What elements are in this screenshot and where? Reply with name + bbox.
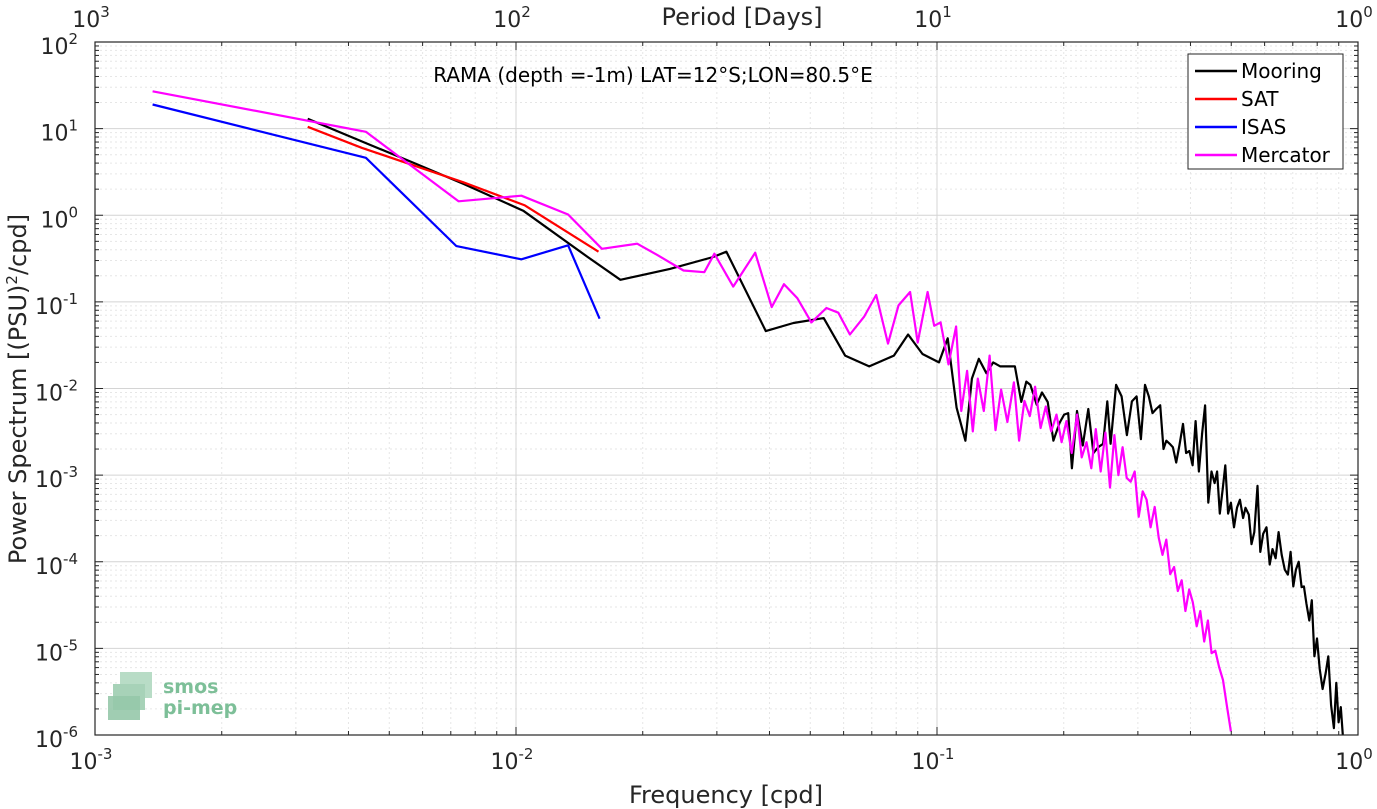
y-tick-label-base: 10 <box>35 295 63 320</box>
x-tick-label-base: 10 <box>491 750 519 775</box>
x-tick-label: 10-1 <box>912 745 955 775</box>
legend-label-mercator: Mercator <box>1241 143 1331 167</box>
series-line-sat <box>307 125 600 253</box>
top-tick-label: 100 <box>1335 3 1373 33</box>
y-tick-label-base: 10 <box>35 555 63 580</box>
y-tick-label-exponent: -5 <box>63 636 78 654</box>
smos-pi-mep-logo: smos pi-mep <box>108 672 237 720</box>
y-axis-label-prefix: Power Spectrum [(PSU) <box>4 285 32 564</box>
series-line-isas <box>152 103 601 320</box>
x-tick-label-base: 10 <box>912 750 940 775</box>
top-tick-label-base: 10 <box>1335 8 1363 33</box>
y-tick-label: 10-3 <box>35 463 78 493</box>
chart-title: RAMA (depth =-1m) LAT=12°S;LON=80.5°E <box>433 63 872 87</box>
y-tick-label-exponent: 2 <box>68 30 78 48</box>
x-tick-label-exponent: 0 <box>1363 745 1373 763</box>
logo-text-smos: smos <box>163 676 218 698</box>
legend-label-mooring: Mooring <box>1241 59 1322 83</box>
top-tick-label-base: 10 <box>493 8 521 33</box>
series-layer <box>152 90 1344 735</box>
y-tick-label-exponent: -6 <box>63 723 78 741</box>
y-tick-label-base: 10 <box>40 122 68 147</box>
top-tick-labels: 103 102 101 100 <box>72 3 1373 33</box>
y-tick-label: 10-5 <box>35 636 78 666</box>
series-line-mercator <box>152 90 1232 732</box>
series-line-mooring <box>307 117 1344 735</box>
major-grid <box>94 41 1359 736</box>
legend: Mooring SAT ISAS Mercator <box>1187 53 1344 170</box>
y-tick-label-exponent: 0 <box>68 203 78 221</box>
logo-text-pi-mep: pi-mep <box>163 697 237 719</box>
legend-label-sat: SAT <box>1241 87 1279 111</box>
x-axis-label: Frequency [cpd] <box>629 781 823 809</box>
top-tick-label-exponent: 1 <box>942 3 952 21</box>
y-tick-label-base: 10 <box>40 208 68 233</box>
y-axis-label: Power Spectrum [(PSU)2/cpd] <box>3 214 32 564</box>
y-tick-label: 10-4 <box>35 550 78 580</box>
x-tick-label: 10-2 <box>491 745 534 775</box>
top-tick-label-base: 10 <box>914 8 942 33</box>
x-tick-label-exponent: -2 <box>519 745 534 763</box>
y-tick-label-exponent: -4 <box>63 550 78 568</box>
top-tick-label-exponent: 2 <box>521 3 531 21</box>
logo-layer-front <box>108 696 140 720</box>
tick-marks <box>94 41 1359 736</box>
legend-label-isas: ISAS <box>1241 115 1286 139</box>
top-tick-label: 102 <box>493 3 531 33</box>
x-tick-label: 100 <box>1335 745 1373 775</box>
y-tick-label-base: 10 <box>35 468 63 493</box>
y-tick-label-base: 10 <box>35 382 63 407</box>
y-tick-label: 101 <box>40 117 78 147</box>
y-axis-label-suffix: /cpd] <box>4 214 32 275</box>
y-tick-label-base: 10 <box>35 641 63 666</box>
y-tick-label: 100 <box>40 203 78 233</box>
top-tick-label-exponent: 0 <box>1363 3 1373 21</box>
x-tick-labels: 10-3 10-2 10-1 100 <box>70 745 1373 775</box>
top-tick-label-exponent: 3 <box>100 3 110 21</box>
y-tick-label: 102 <box>40 30 78 60</box>
x-tick-label-exponent: -1 <box>940 745 955 763</box>
y-tick-label: 10-1 <box>35 290 78 320</box>
x-tick-label-base: 10 <box>1335 750 1363 775</box>
x-tick-label: 10-3 <box>70 745 113 775</box>
y-tick-label: 10-2 <box>35 377 78 407</box>
y-tick-label: 10-6 <box>35 723 78 753</box>
x-tick-label-exponent: -3 <box>98 745 113 763</box>
top-tick-label: 103 <box>72 3 110 33</box>
y-tick-label-exponent: -2 <box>63 377 78 395</box>
x-tick-label-base: 10 <box>70 750 98 775</box>
y-tick-label-base: 10 <box>40 35 68 60</box>
y-tick-label-exponent: 1 <box>68 117 78 135</box>
top-tick-label-base: 10 <box>72 8 100 33</box>
y-axis-label-exponent: 2 <box>3 275 21 285</box>
y-tick-label-exponent: -3 <box>63 463 78 481</box>
legend-box <box>1187 53 1344 170</box>
top-tick-label: 101 <box>914 3 952 33</box>
y-tick-label-base: 10 <box>35 728 63 753</box>
top-axis-label: Period [Days] <box>661 3 822 31</box>
y-tick-label-exponent: -1 <box>63 290 78 308</box>
